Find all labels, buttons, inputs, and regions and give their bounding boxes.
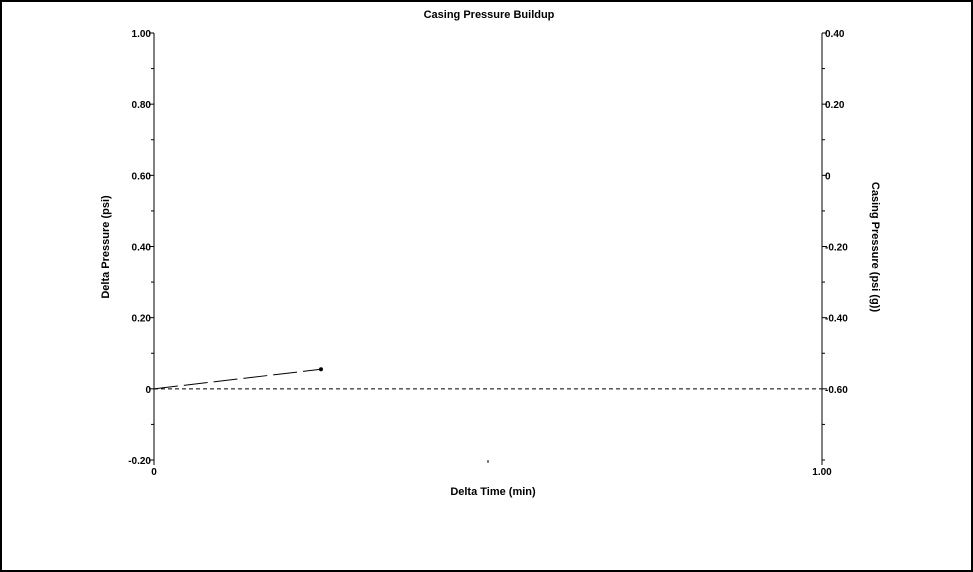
y2-tick-label: 0.40 — [825, 29, 845, 40]
y-tick-label: 0 — [145, 385, 151, 396]
y-tick-label: 0.40 — [132, 243, 152, 254]
y-tick-label: 1.00 — [132, 29, 152, 40]
y-tick-label: 0.20 — [132, 314, 152, 325]
y-axis-label: Delta Pressure (psi) — [100, 195, 112, 299]
y-axis-ticks: -0.20 0 0.20 0.40 0.60 0.80 1.00 — [128, 29, 154, 467]
series-end-marker — [319, 367, 323, 372]
series-line-1 — [153, 368, 322, 390]
y2-tick-label: -0.40 — [825, 314, 848, 325]
y2-axis-ticks: -0.60 -0.40 -0.20 0 0.20 0.40 — [822, 29, 848, 461]
y2-tick-label: 0.20 — [825, 100, 845, 111]
x-axis-label: Delta Time (min) — [450, 486, 536, 498]
x-tick-label: 0 — [151, 467, 157, 478]
y-tick-label: 0.60 — [132, 171, 152, 182]
y2-tick-label: -0.20 — [825, 243, 848, 254]
y-tick-label: -0.20 — [128, 456, 151, 467]
chart-title: Casing Pressure Buildup — [424, 9, 555, 21]
y2-axis-label: Casing Pressure (psi (g)) — [869, 182, 881, 313]
y2-tick-label: -0.60 — [825, 385, 848, 396]
x-axis-ticks: 0 1.00 — [151, 460, 832, 478]
x-tick-label: 1.00 — [812, 467, 832, 478]
y2-tick-label: 0 — [825, 171, 831, 182]
y-tick-label: 0.80 — [132, 100, 152, 111]
series-group — [153, 367, 822, 390]
